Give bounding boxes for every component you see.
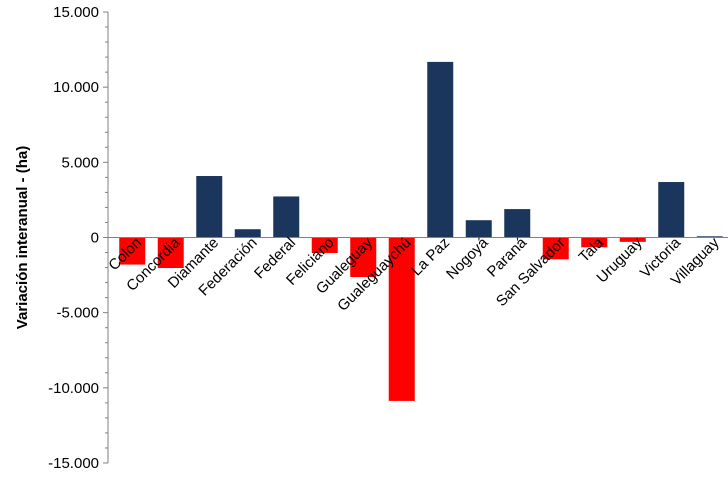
bar-la-paz: [427, 61, 454, 238]
y-tick-label: 15.000: [53, 4, 99, 21]
y-tick-label: 5.000: [61, 154, 99, 171]
bar-diamante: [196, 176, 223, 238]
bar-tala: [581, 237, 608, 248]
y-tick-label: -10.000: [48, 380, 99, 397]
y-tick-label: -5.000: [56, 305, 99, 322]
y-axis-title: Variación interanual - (ha): [14, 146, 31, 329]
bar-villaguay: [696, 236, 723, 238]
bar-concordia: [157, 237, 184, 269]
y-tick-label: 0: [91, 230, 99, 247]
bar-federación: [234, 229, 261, 238]
bar-san-salvador: [542, 237, 569, 260]
bar-federal: [273, 196, 300, 238]
bar-uruguay: [619, 237, 646, 242]
bar-gualeguaychú: [388, 237, 415, 401]
bar-colon: [119, 237, 146, 265]
y-tick-label: -15.000: [48, 455, 99, 472]
bar-paraná: [504, 209, 531, 238]
x-tick-label: Nogoyá: [443, 234, 492, 283]
y-tick-label: 10.000: [53, 79, 99, 96]
bar-victoria: [658, 182, 685, 238]
bar-gualeguay: [350, 237, 377, 278]
bar-feliciano: [311, 237, 338, 253]
bar-nogoyá: [465, 220, 492, 238]
